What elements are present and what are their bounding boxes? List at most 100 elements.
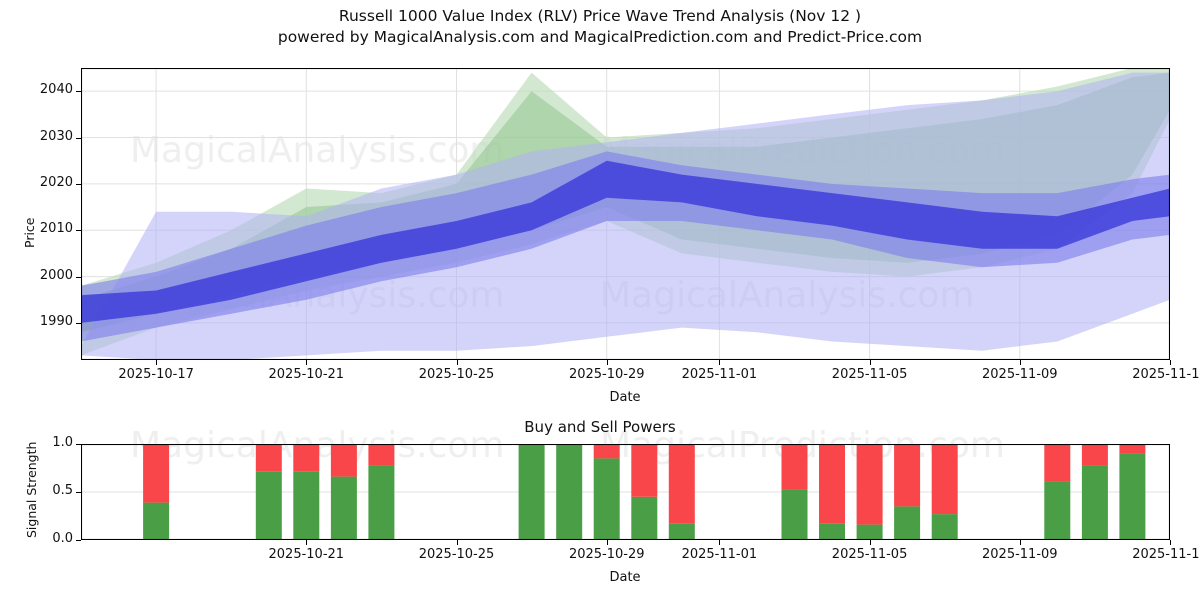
x-tick-label: 2025-11-09 [982, 367, 1058, 382]
plot-frame [81, 444, 1170, 540]
price-wave-svg [81, 68, 1170, 360]
sell-power-bar [368, 444, 395, 466]
sell-power-bar [293, 444, 320, 472]
y-tick-mark [76, 276, 81, 278]
buy-power-bar [518, 444, 545, 540]
y-tick-label: 2020 [39, 174, 73, 190]
sell-power-bar [255, 444, 282, 472]
wave-band [81, 151, 1170, 342]
sell-power-bar [1119, 444, 1146, 454]
y-axis-label: Price [22, 217, 37, 249]
y-tick-mark [76, 183, 81, 185]
page-title: Russell 1000 Value Index (RLV) Price Wav… [0, 6, 1200, 48]
x-tick-mark [719, 360, 721, 365]
signal-x-tick-mark [1019, 540, 1021, 545]
buy-power-bar [556, 444, 583, 540]
buy-sell-title: Buy and Sell Powers [524, 418, 676, 436]
buy-power-bar [255, 471, 282, 540]
sell-power-bar [894, 444, 921, 507]
signal-y-tick-mark [76, 540, 81, 541]
buy-power-bar [781, 489, 808, 540]
x-axis-label: Date [609, 390, 641, 405]
buy-power-bar [330, 476, 357, 540]
y-tick-mark [76, 230, 81, 232]
sell-power-bar [856, 444, 883, 525]
sell-power-bar [931, 444, 958, 515]
x-tick-label: 2025-10-21 [268, 367, 345, 382]
buy-sell-svg [81, 444, 1170, 540]
signal-x-tick-label: 2025-10-25 [418, 547, 495, 562]
y-tick-mark [76, 137, 81, 139]
buy-power-bar [143, 502, 170, 540]
y-tick-label: 2000 [39, 267, 73, 283]
sell-power-bar [1044, 444, 1071, 482]
sell-power-bar [143, 444, 170, 503]
signal-x-tick-label: 2025-10-21 [268, 547, 345, 562]
signal-x-tick-label: 2025-11-01 [681, 547, 758, 562]
sell-power-bar [781, 444, 808, 490]
y-tick-label: 1990 [39, 313, 73, 329]
x-tick-label: 2025-11-13 [1132, 367, 1200, 382]
signal-y-tick-mark [76, 444, 81, 445]
x-tick-label: 2025-11-01 [681, 367, 758, 382]
x-tick-mark [156, 360, 158, 365]
buy-power-bar [931, 514, 958, 540]
buy-power-bar [1081, 465, 1108, 540]
signal-y-tick-label: 1.0 [52, 435, 73, 450]
x-tick-mark [1170, 360, 1171, 365]
bar-group [143, 444, 1146, 540]
x-tick-label: 2025-10-29 [568, 367, 645, 382]
buy-power-bar [1044, 481, 1071, 540]
y-tick-label: 2030 [39, 128, 73, 144]
buy-sell-chart [81, 444, 1170, 540]
signal-x-tick-label: 2025-10-29 [568, 547, 645, 562]
y-tick-label: 2010 [39, 221, 73, 237]
plot-frame [81, 68, 1170, 360]
signal-x-tick-mark [869, 540, 871, 545]
y-tick-label: 2040 [39, 82, 73, 98]
y-tick-mark [76, 322, 81, 324]
y-tick-mark [76, 91, 81, 93]
sell-power-bar [668, 444, 695, 524]
x-tick-label: 2025-10-25 [418, 367, 495, 382]
sell-power-bar [819, 444, 845, 524]
x-tick-mark [606, 360, 608, 365]
signal-x-tick-label: 2025-11-05 [831, 547, 908, 562]
signal-x-tick-mark [1170, 540, 1171, 545]
signal-x-tick-mark [719, 540, 721, 545]
buy-power-bar [368, 465, 395, 540]
gridlines [81, 444, 1170, 540]
buy-power-bar [894, 506, 921, 540]
signal-x-tick-label: 2025-11-13 [1132, 547, 1200, 562]
x-tick-mark [306, 360, 308, 365]
signal-x-tick-mark [606, 540, 608, 545]
wave-bands [81, 68, 1170, 360]
buy-power-bar [593, 458, 620, 540]
sell-power-bar [631, 444, 658, 497]
signal-x-tick-mark [456, 540, 458, 545]
signal-y-axis-label: Signal Strength [24, 441, 39, 538]
signal-x-tick-label: 2025-11-09 [982, 547, 1058, 562]
sell-power-bar [1081, 444, 1108, 466]
wave-band [81, 160, 1170, 323]
signal-y-tick-label: 0.0 [52, 531, 73, 546]
title-line-1: Russell 1000 Value Index (RLV) Price Wav… [338, 7, 862, 25]
buy-power-bar [293, 471, 320, 540]
price-wave-chart [81, 68, 1170, 360]
x-tick-mark [456, 360, 458, 365]
buy-power-bar [1119, 453, 1146, 540]
buy-power-bar [631, 496, 658, 540]
x-tick-mark [869, 360, 871, 365]
sell-power-bar [330, 444, 357, 477]
title-line-2: powered by MagicalAnalysis.com and Magic… [277, 28, 923, 46]
x-tick-label: 2025-10-17 [118, 367, 194, 382]
sell-power-bar [593, 444, 620, 459]
x-tick-mark [1019, 360, 1021, 365]
buy-power-bar [668, 523, 695, 540]
buy-power-bar [819, 523, 845, 540]
signal-y-tick-mark [76, 492, 81, 493]
signal-y-tick-label: 0.5 [52, 483, 73, 498]
signal-x-axis-label: Date [609, 570, 641, 585]
x-tick-label: 2025-11-05 [831, 367, 908, 382]
